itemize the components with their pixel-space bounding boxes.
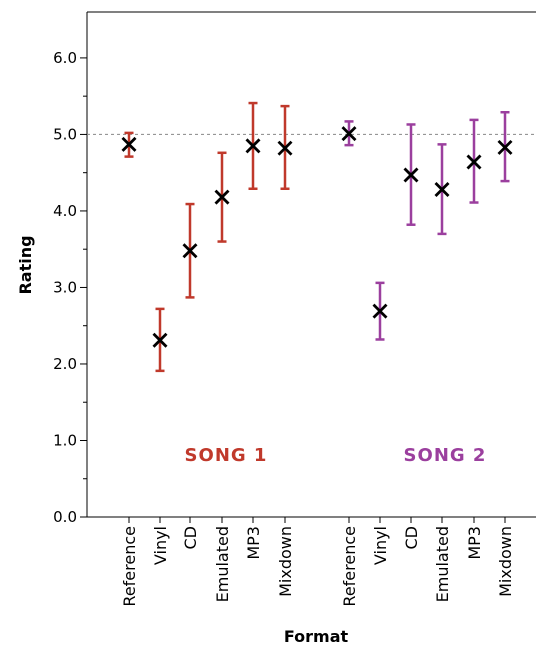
x-tick-label: CD <box>181 526 200 550</box>
y-axis: 0.0 1.0 2.0 3.0 4.0 5.0 6.0 <box>53 49 87 526</box>
song-1-annotation: SONG 1 <box>185 445 268 466</box>
x-tick-label: MP3 <box>465 526 484 560</box>
mean-marker-stroke-b <box>341 126 357 142</box>
data-point <box>466 118 482 204</box>
data-point <box>372 281 388 341</box>
mean-marker-stroke-b <box>182 243 198 259</box>
y-tick-label: 6.0 <box>53 49 77 67</box>
mean-marker-stroke-b <box>434 182 450 198</box>
mean-marker-stroke-b <box>152 332 168 348</box>
data-point <box>121 131 137 158</box>
x-axis-title: Format <box>284 627 349 646</box>
x-tick-label: Reference <box>120 526 139 607</box>
mean-marker-stroke-b <box>466 154 482 170</box>
data-point <box>245 101 261 190</box>
y-tick-label: 1.0 <box>53 431 77 449</box>
x-tick-label: Vinyl <box>151 526 170 565</box>
y-tick-label: 5.0 <box>53 125 77 143</box>
series-layer <box>121 101 513 373</box>
y-tick-label: 0.0 <box>53 508 77 526</box>
data-point <box>277 104 293 190</box>
mean-marker-stroke-b <box>245 138 261 154</box>
song-2-annotation: SONG 2 <box>404 445 487 466</box>
y-tick-label: 3.0 <box>53 278 77 296</box>
x-tick-label: Vinyl <box>371 526 390 565</box>
data-point <box>497 110 513 183</box>
x-tick-label: MP3 <box>244 526 263 560</box>
mean-marker-stroke-b <box>497 139 513 155</box>
plot-area <box>86 11 536 518</box>
x-tick-label: Mixdown <box>276 526 295 597</box>
mean-marker-stroke-b <box>372 303 388 319</box>
data-point <box>434 143 450 236</box>
y-tick-label: 4.0 <box>53 202 77 220</box>
data-point <box>341 120 357 147</box>
data-point <box>152 307 168 373</box>
x-tick-label: CD <box>402 526 421 550</box>
x-tick-label: Emulated <box>433 526 452 602</box>
data-point <box>403 123 419 226</box>
data-point <box>182 202 198 299</box>
mean-marker-stroke-b <box>121 136 137 152</box>
mean-marker-stroke-b <box>214 189 230 205</box>
y-axis-title: Rating <box>16 235 35 294</box>
y-tick-label: 2.0 <box>53 355 77 373</box>
data-point <box>214 151 230 243</box>
x-tick-label: Reference <box>340 526 359 607</box>
x-tick-label: Emulated <box>213 526 232 602</box>
x-axis: Reference Vinyl CD Emulated MP3 Mixdown Refere… <box>120 517 515 607</box>
x-tick-label: Mixdown <box>496 526 515 597</box>
mean-marker-stroke-b <box>403 167 419 183</box>
mean-marker-stroke-b <box>277 140 293 156</box>
